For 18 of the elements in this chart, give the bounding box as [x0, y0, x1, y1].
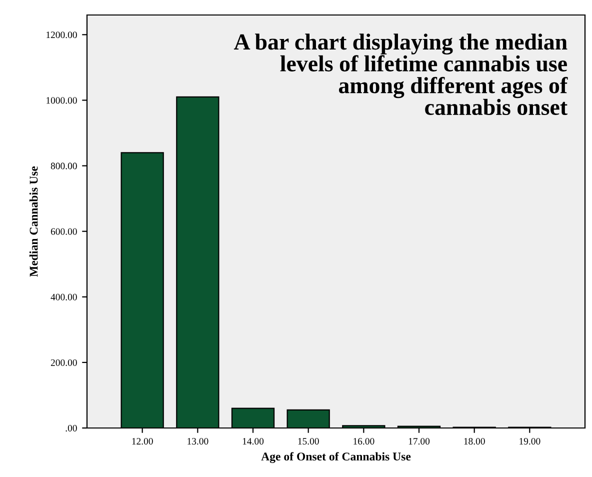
y-tick-label: .00: [66, 424, 77, 432]
x-axis-title: Age of Onset of Cannabis Use: [261, 452, 411, 464]
x-tick-label: 12.00: [132, 438, 153, 445]
text: A bar chart displaying the median levels of lifetime cannabis use among different ages of cannabis onset: [234, 34, 568, 116]
x-tick-label: 17.00: [408, 438, 430, 445]
y-axis-title: Median Cannabis Use: [29, 166, 38, 277]
x-tick-label: 15.00: [298, 438, 319, 445]
x-tick-label: 13.00: [188, 438, 208, 445]
x-tick-label: 16.00: [354, 438, 374, 445]
x-tick-label: 14.00: [242, 438, 264, 445]
x-tick-label: 18.00: [464, 438, 485, 445]
y-tick-label: 200.00: [50, 359, 77, 366]
y-tick-label: 400.00: [50, 294, 77, 300]
x-tick-label: 19.00: [520, 438, 540, 445]
y-tick-label: 800.00: [50, 162, 77, 170]
y-tick-label: 1000.00: [46, 97, 77, 104]
y-tick-label: 600.00: [50, 228, 77, 235]
y-tick-label: 1200.00: [46, 32, 77, 38]
